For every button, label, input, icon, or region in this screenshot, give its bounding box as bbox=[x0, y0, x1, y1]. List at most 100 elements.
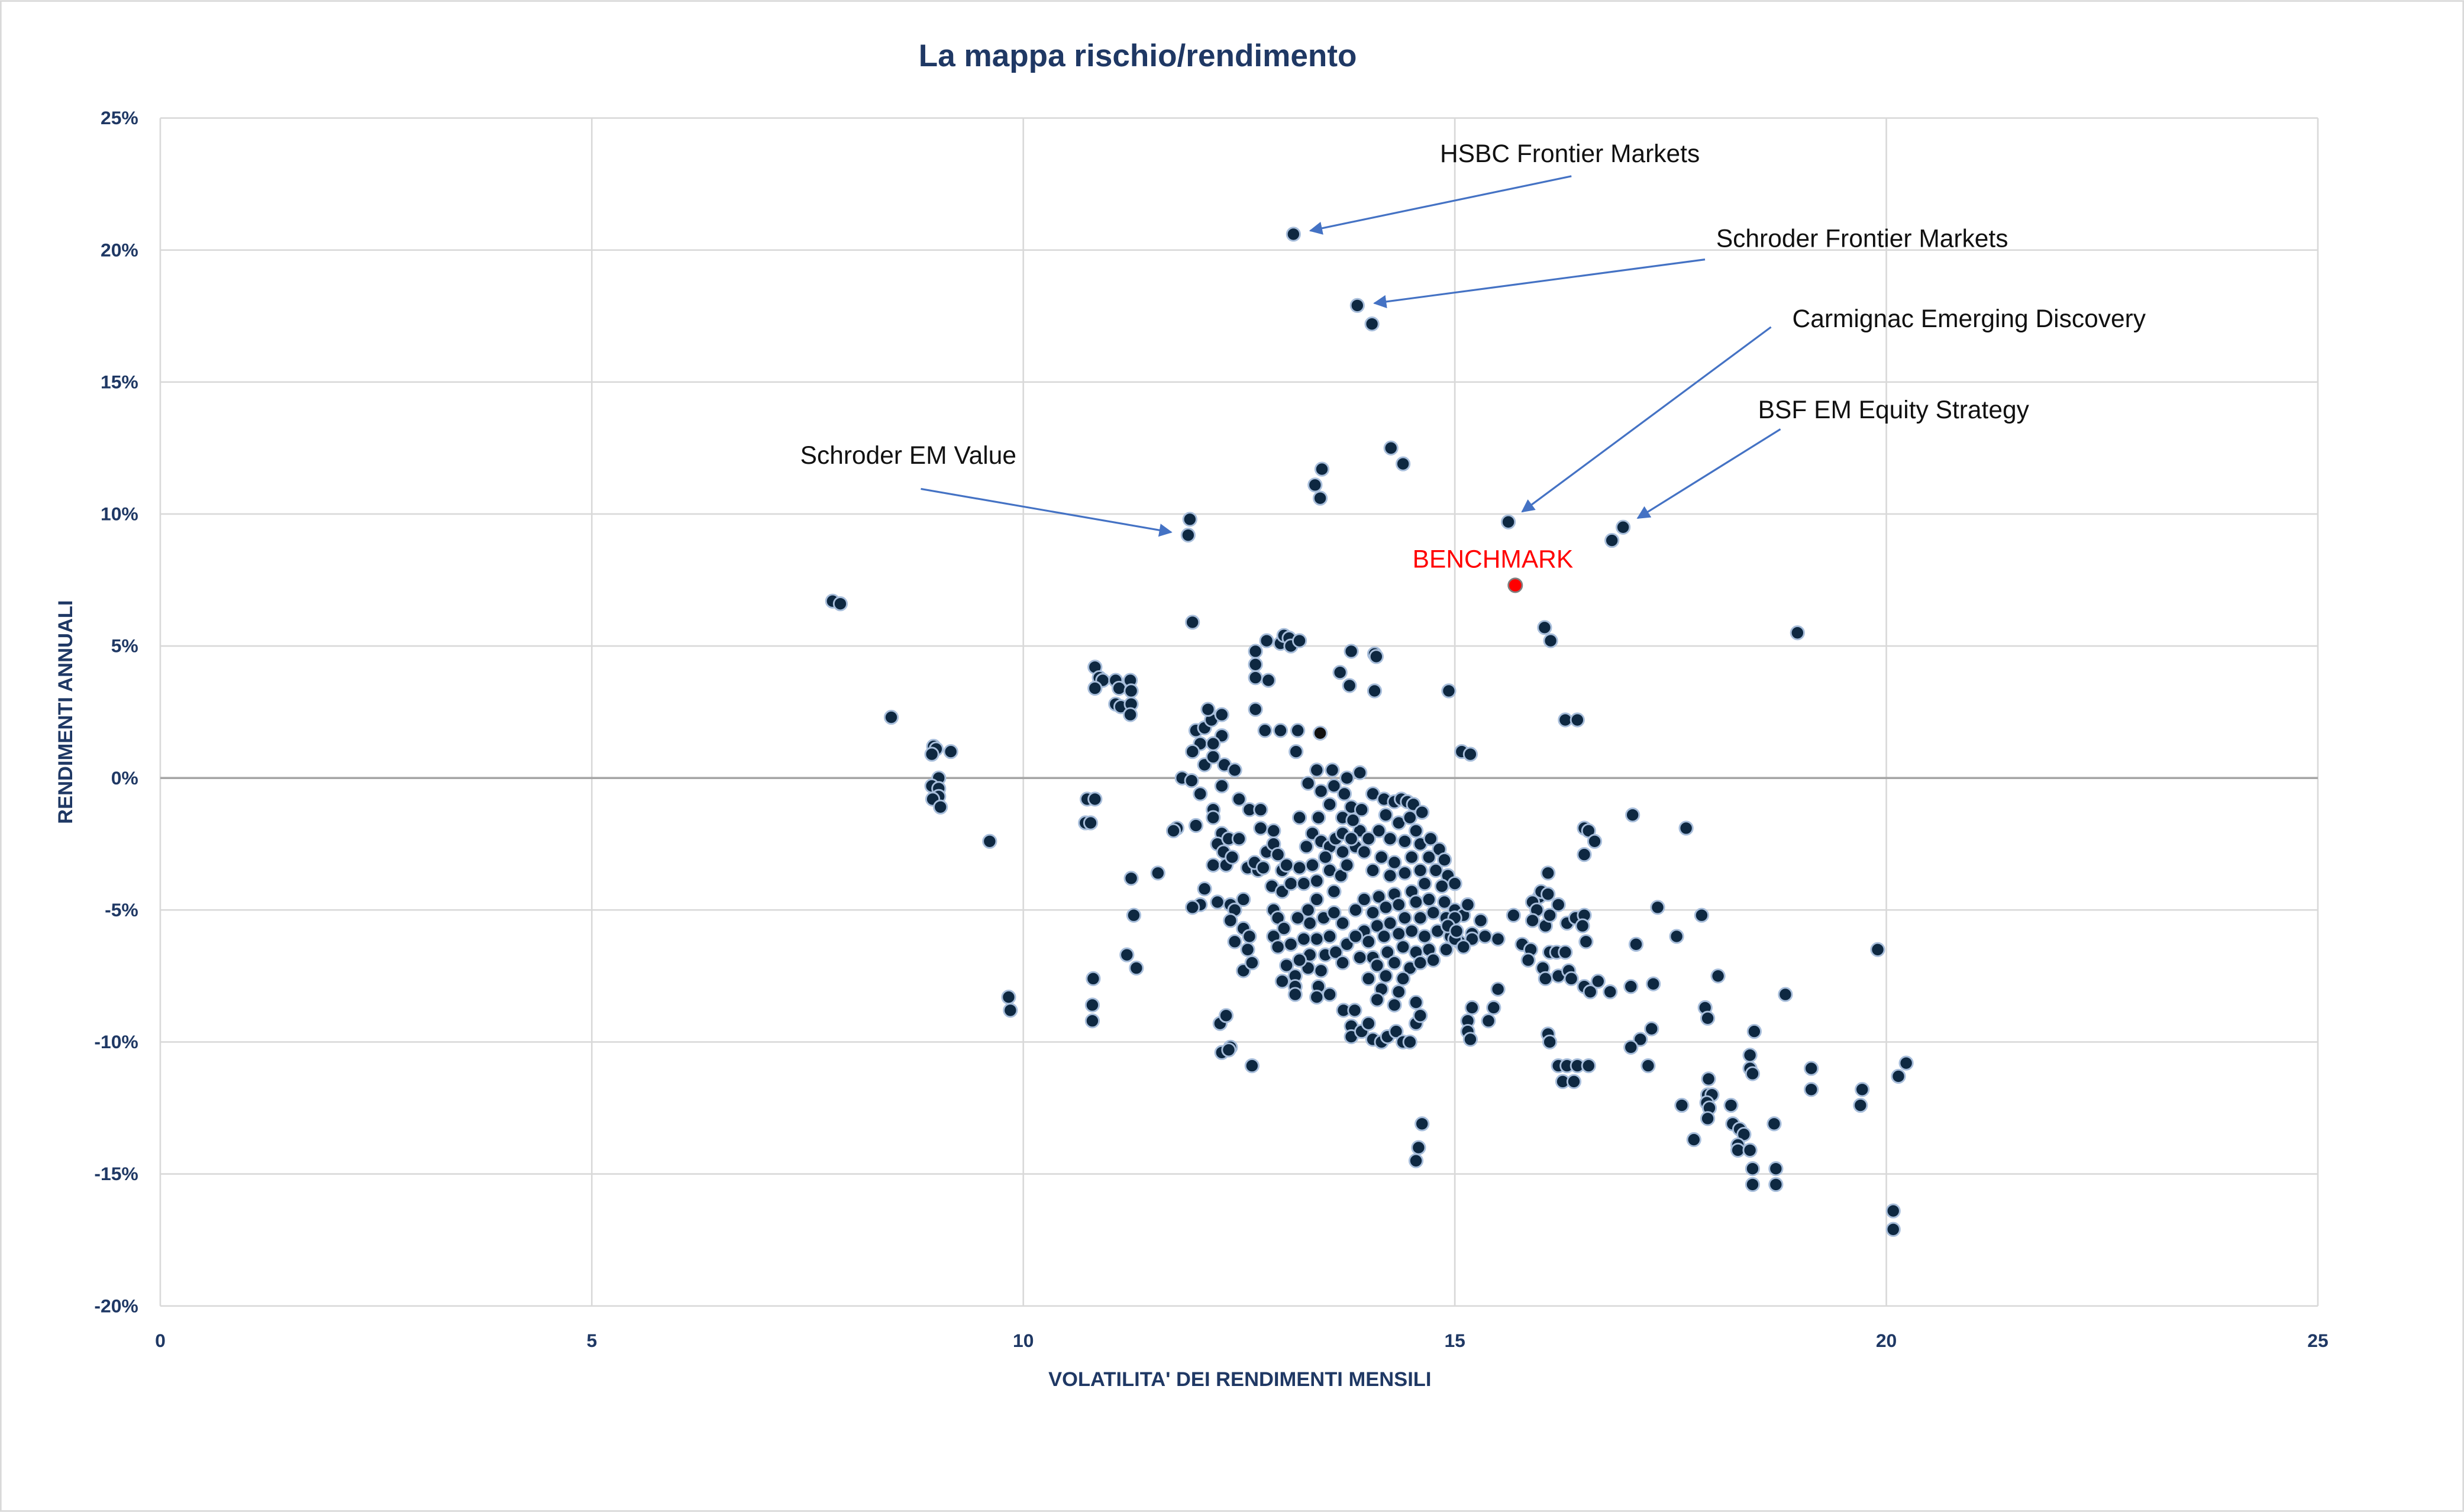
data-point bbox=[1415, 805, 1430, 820]
data-point bbox=[982, 833, 997, 849]
x-tick-label: 25 bbox=[2307, 1330, 2328, 1351]
data-point bbox=[1723, 1097, 1739, 1113]
data-point bbox=[1387, 997, 1402, 1013]
data-point bbox=[1365, 905, 1381, 920]
benchmark-point bbox=[1507, 577, 1523, 593]
data-point bbox=[1551, 897, 1566, 913]
annotation-label-carmignac-emerging-discovery: Carmignac Emerging Discovery bbox=[1793, 305, 2146, 333]
data-point bbox=[1646, 976, 1661, 991]
data-point bbox=[1332, 665, 1348, 680]
data-point bbox=[1361, 1016, 1376, 1031]
data-point bbox=[1745, 1161, 1761, 1177]
data-point bbox=[1345, 812, 1361, 828]
data-point bbox=[1240, 942, 1255, 957]
data-point bbox=[1335, 916, 1351, 931]
data-point bbox=[1701, 1071, 1716, 1087]
annotation-arrow bbox=[1636, 428, 1781, 519]
data-point bbox=[1257, 723, 1273, 738]
data-point bbox=[1778, 987, 1793, 1002]
data-point bbox=[1650, 900, 1665, 915]
data-point bbox=[1391, 984, 1406, 1000]
data-point bbox=[1354, 802, 1370, 818]
data-point bbox=[1603, 984, 1618, 1000]
data-point bbox=[1625, 807, 1640, 823]
data-point bbox=[1413, 1008, 1428, 1023]
data-point bbox=[1231, 831, 1247, 847]
data-point bbox=[1855, 1082, 1870, 1097]
data-point bbox=[1365, 862, 1381, 878]
data-point bbox=[1437, 894, 1452, 910]
data-point bbox=[1326, 905, 1342, 920]
data-point bbox=[1542, 907, 1558, 923]
data-point bbox=[1885, 1203, 1901, 1219]
data-point bbox=[1287, 987, 1303, 1002]
data-point bbox=[1325, 763, 1340, 778]
data-point bbox=[1288, 744, 1304, 760]
data-point bbox=[1640, 1058, 1656, 1074]
data-point bbox=[1357, 844, 1372, 860]
data-point bbox=[1223, 913, 1238, 928]
data-point bbox=[1447, 876, 1462, 891]
data-point bbox=[1408, 1153, 1424, 1168]
y-tick-label: 5% bbox=[111, 635, 138, 657]
data-point bbox=[1628, 936, 1644, 952]
data-point bbox=[1119, 947, 1135, 962]
data-point bbox=[1312, 490, 1328, 506]
data-point bbox=[1456, 939, 1471, 955]
benchmark-label: BENCHMARK bbox=[1413, 545, 1574, 573]
data-point bbox=[1248, 702, 1263, 717]
data-point bbox=[1700, 1010, 1716, 1026]
data-point bbox=[1255, 860, 1271, 875]
data-point bbox=[1123, 683, 1139, 699]
data-point bbox=[1342, 678, 1357, 693]
data-point bbox=[1086, 971, 1101, 986]
data-point bbox=[1322, 987, 1338, 1002]
data-point bbox=[1313, 963, 1329, 978]
data-point bbox=[1542, 1034, 1558, 1050]
data-point bbox=[1197, 881, 1212, 897]
y-tick-label: 20% bbox=[101, 239, 138, 260]
data-point bbox=[1227, 934, 1242, 949]
data-point bbox=[1368, 649, 1384, 664]
data-point bbox=[1003, 1003, 1018, 1018]
data-point bbox=[1421, 891, 1437, 907]
data-point bbox=[1525, 913, 1541, 928]
annotation-arrow bbox=[1373, 259, 1706, 308]
data-point bbox=[1402, 810, 1417, 825]
data-point bbox=[1352, 950, 1368, 965]
data-point bbox=[1462, 1032, 1478, 1047]
data-point bbox=[1383, 440, 1399, 455]
data-point bbox=[1165, 823, 1181, 839]
data-point bbox=[1302, 916, 1317, 931]
annotation-label-hsbc-frontier-markets: HSBC Frontier Markets bbox=[1440, 140, 1700, 168]
data-point bbox=[1370, 958, 1385, 973]
data-point bbox=[1261, 673, 1276, 688]
data-point bbox=[1587, 833, 1603, 849]
data-point bbox=[1566, 1074, 1582, 1089]
data-point bbox=[1623, 979, 1639, 994]
data-point bbox=[1473, 913, 1488, 928]
data-point bbox=[1745, 1177, 1761, 1193]
data-point bbox=[1126, 907, 1142, 923]
data-point bbox=[1575, 918, 1590, 933]
data-point bbox=[1001, 989, 1016, 1005]
data-point bbox=[1421, 849, 1437, 865]
data-point bbox=[1804, 1061, 1819, 1076]
data-point bbox=[1309, 763, 1325, 778]
data-point bbox=[1185, 744, 1200, 760]
data-point bbox=[1276, 920, 1291, 936]
data-point bbox=[1286, 227, 1301, 242]
data-point bbox=[1244, 955, 1260, 971]
data-point bbox=[1188, 818, 1204, 833]
data-point bbox=[1185, 615, 1200, 630]
y-tick-label: -15% bbox=[94, 1163, 138, 1184]
data-point bbox=[1481, 1013, 1496, 1029]
data-point bbox=[1768, 1177, 1784, 1193]
data-point bbox=[1520, 952, 1536, 968]
data-point bbox=[1404, 923, 1419, 939]
y-tick-label: -5% bbox=[105, 899, 138, 920]
y-axis-title: RENDIMENTI ANNUALI bbox=[54, 600, 77, 823]
data-point bbox=[1411, 1140, 1426, 1155]
data-point bbox=[1266, 823, 1281, 839]
